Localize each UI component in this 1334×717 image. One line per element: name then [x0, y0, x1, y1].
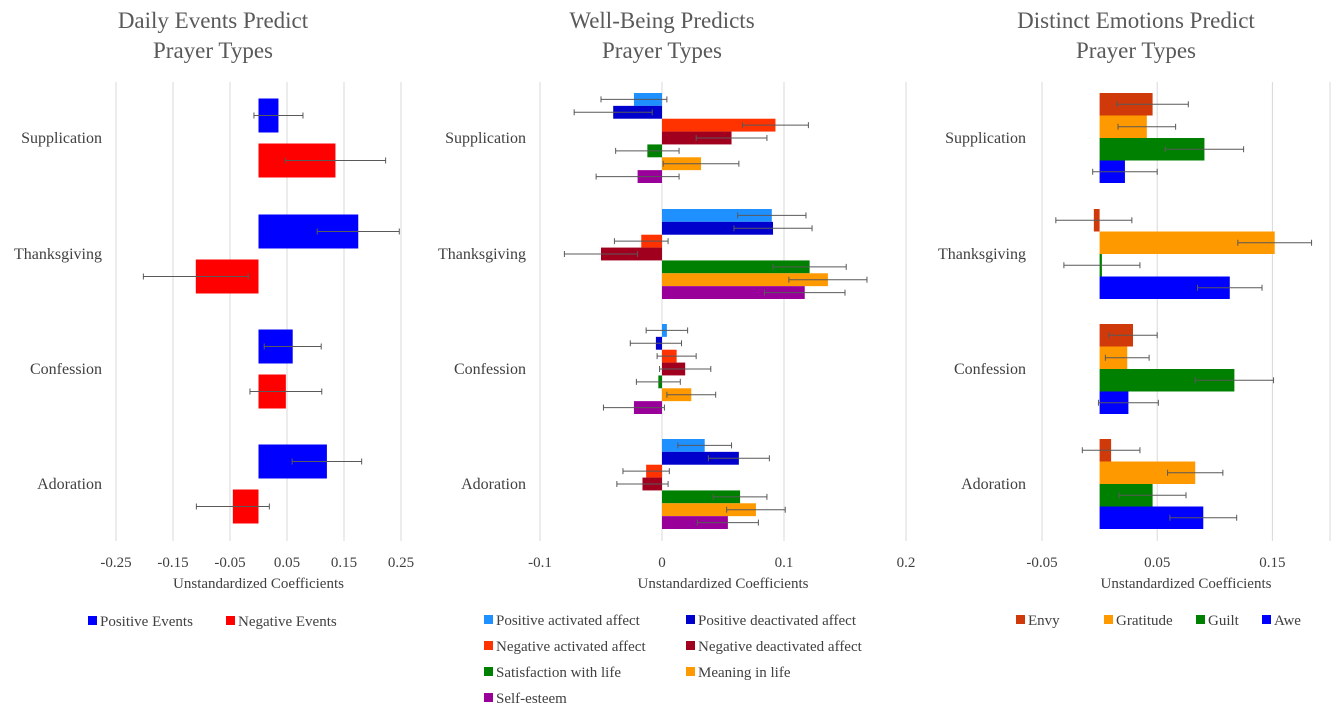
category-label: Thanksgiving — [438, 246, 526, 263]
legend-entry: Self-esteem — [496, 691, 567, 707]
bar — [1099, 369, 1235, 392]
chart-panel-2: Well-Being Predicts Prayer Types -0.1 0 0.1 0… — [438, 8, 915, 707]
legend-entry: Positive deactivated affect — [698, 613, 857, 629]
chart-title-line: Daily Events Predict — [118, 8, 309, 33]
legend-entry: Guilt — [1208, 613, 1240, 629]
category-label: Confession — [30, 361, 102, 378]
bar — [662, 118, 776, 132]
chart-title-line: Well-Being Predicts — [569, 8, 754, 33]
legend-swatch — [88, 616, 97, 625]
bar — [1099, 138, 1205, 161]
legend-entry: Envy — [1028, 613, 1060, 629]
bar — [1099, 231, 1275, 254]
legend-swatch — [686, 615, 695, 624]
legend-entry: Positive activated affect — [496, 613, 641, 629]
legend-swatch — [1016, 615, 1025, 624]
chart-title-line: Prayer Types — [1076, 38, 1196, 63]
bar — [1099, 276, 1230, 299]
x-axis-label: Unstandardized Coefficients — [173, 576, 344, 592]
legend-entry: Meaning in life — [698, 665, 791, 681]
category-label: Supplication — [21, 130, 102, 147]
bar — [662, 273, 828, 287]
bar — [662, 209, 772, 222]
legend-swatch — [1262, 615, 1271, 624]
legend-swatch — [1104, 615, 1113, 624]
x-axis-label: Unstandardized Coefficients — [638, 576, 809, 592]
bar — [662, 260, 810, 274]
legend-entry: Gratitude — [1116, 613, 1173, 629]
x-tick-label: -0.05 — [214, 555, 245, 571]
category-label: Adoration — [37, 476, 102, 493]
x-tick-label: -0.1 — [528, 555, 552, 571]
legend-swatch — [686, 667, 695, 676]
legend-swatch — [1196, 615, 1205, 624]
chart-title-line: Distinct Emotions Predict — [1017, 8, 1255, 33]
legend-swatch — [484, 615, 493, 624]
bar — [662, 490, 741, 504]
legend-swatch — [484, 641, 493, 650]
bar — [662, 451, 739, 465]
x-tick-label: -0.05 — [1026, 555, 1057, 571]
category-label: Confession — [954, 361, 1026, 378]
x-tick-label: 0.05 — [1144, 555, 1170, 571]
legend-entry: Negative activated affect — [496, 639, 646, 655]
x-tick-label: 0.25 — [388, 555, 414, 571]
chart-title-line: Prayer Types — [602, 38, 722, 63]
legend-entry: Negative deactivated affect — [698, 639, 863, 655]
legend-swatch — [686, 641, 695, 650]
bar — [1099, 506, 1204, 529]
category-label: Supplication — [945, 130, 1026, 147]
x-tick-label: 0 — [658, 555, 666, 571]
legend-entry: Satisfaction with life — [496, 665, 621, 681]
bar — [662, 516, 728, 529]
x-tick-label: 0.1 — [775, 555, 794, 571]
bar — [662, 503, 756, 517]
category-label: Supplication — [445, 130, 526, 147]
legend-swatch — [226, 616, 235, 625]
legend-entry: Awe — [1274, 613, 1301, 629]
chart-panel-1: Daily Events Predict Prayer Types -0.25 -0.… — [14, 8, 414, 630]
bar — [662, 221, 774, 235]
legend-swatch — [484, 693, 493, 702]
category-label: Thanksgiving — [938, 246, 1026, 263]
x-tick-label: 0.15 — [1259, 555, 1285, 571]
x-tick-label: 0.15 — [331, 555, 357, 571]
legend-entry: Negative Events — [238, 614, 337, 630]
x-axis-label: Unstandardized Coefficients — [1101, 576, 1272, 592]
x-tick-label: 0.05 — [274, 555, 300, 571]
category-label: Adoration — [961, 476, 1026, 493]
x-tick-label: -0.25 — [100, 555, 131, 571]
bar — [1099, 461, 1196, 484]
chart-panel-3: Distinct Emotions Predict Prayer Types -0.… — [938, 8, 1331, 629]
x-tick-label: -0.15 — [157, 555, 188, 571]
chart-title-line: Prayer Types — [153, 38, 273, 63]
x-tick-label: 0.2 — [897, 555, 916, 571]
bar — [662, 286, 805, 299]
category-label: Confession — [454, 361, 526, 378]
legend-entry: Positive Events — [100, 614, 193, 630]
category-label: Thanksgiving — [14, 246, 102, 263]
legend-swatch — [484, 667, 493, 676]
category-label: Adoration — [461, 476, 526, 493]
